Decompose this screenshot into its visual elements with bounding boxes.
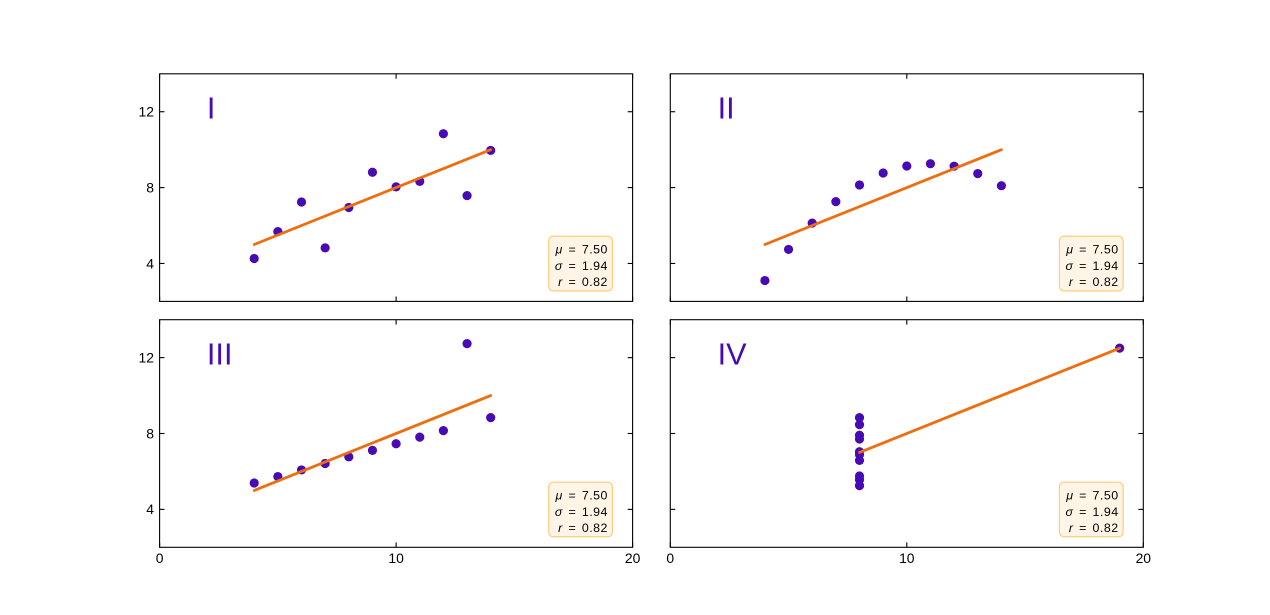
svg-text:μ = 7.50: μ = 7.50 bbox=[1065, 488, 1118, 502]
svg-text:12: 12 bbox=[139, 349, 155, 365]
svg-text:I: I bbox=[207, 91, 216, 126]
svg-text:8: 8 bbox=[146, 425, 154, 441]
svg-text:12: 12 bbox=[139, 104, 155, 120]
svg-text:r = 0.82: r = 0.82 bbox=[558, 275, 608, 289]
svg-text:r = 0.82: r = 0.82 bbox=[558, 521, 608, 535]
svg-text:10: 10 bbox=[388, 550, 404, 566]
svg-text:r = 0.82: r = 0.82 bbox=[1069, 521, 1119, 535]
svg-text:σ = 1.94: σ = 1.94 bbox=[1066, 259, 1119, 273]
svg-text:μ = 7.50: μ = 7.50 bbox=[1065, 243, 1118, 257]
svg-text:μ = 7.50: μ = 7.50 bbox=[555, 243, 608, 257]
svg-text:σ = 1.94: σ = 1.94 bbox=[1066, 505, 1119, 519]
svg-text:20: 20 bbox=[1136, 550, 1152, 566]
svg-text:0: 0 bbox=[666, 550, 674, 566]
svg-text:II: II bbox=[718, 91, 735, 126]
svg-text:20: 20 bbox=[625, 550, 641, 566]
svg-text:III: III bbox=[207, 337, 233, 372]
svg-text:10: 10 bbox=[899, 550, 915, 566]
svg-text:σ = 1.94: σ = 1.94 bbox=[555, 505, 608, 519]
svg-text:4: 4 bbox=[146, 501, 154, 517]
svg-text:0: 0 bbox=[156, 550, 164, 566]
svg-text:μ = 7.50: μ = 7.50 bbox=[555, 488, 608, 502]
svg-text:8: 8 bbox=[146, 179, 154, 195]
svg-text:r = 0.82: r = 0.82 bbox=[1069, 275, 1119, 289]
svg-text:σ = 1.94: σ = 1.94 bbox=[555, 259, 608, 273]
svg-text:IV: IV bbox=[718, 337, 748, 372]
svg-text:4: 4 bbox=[146, 255, 154, 271]
